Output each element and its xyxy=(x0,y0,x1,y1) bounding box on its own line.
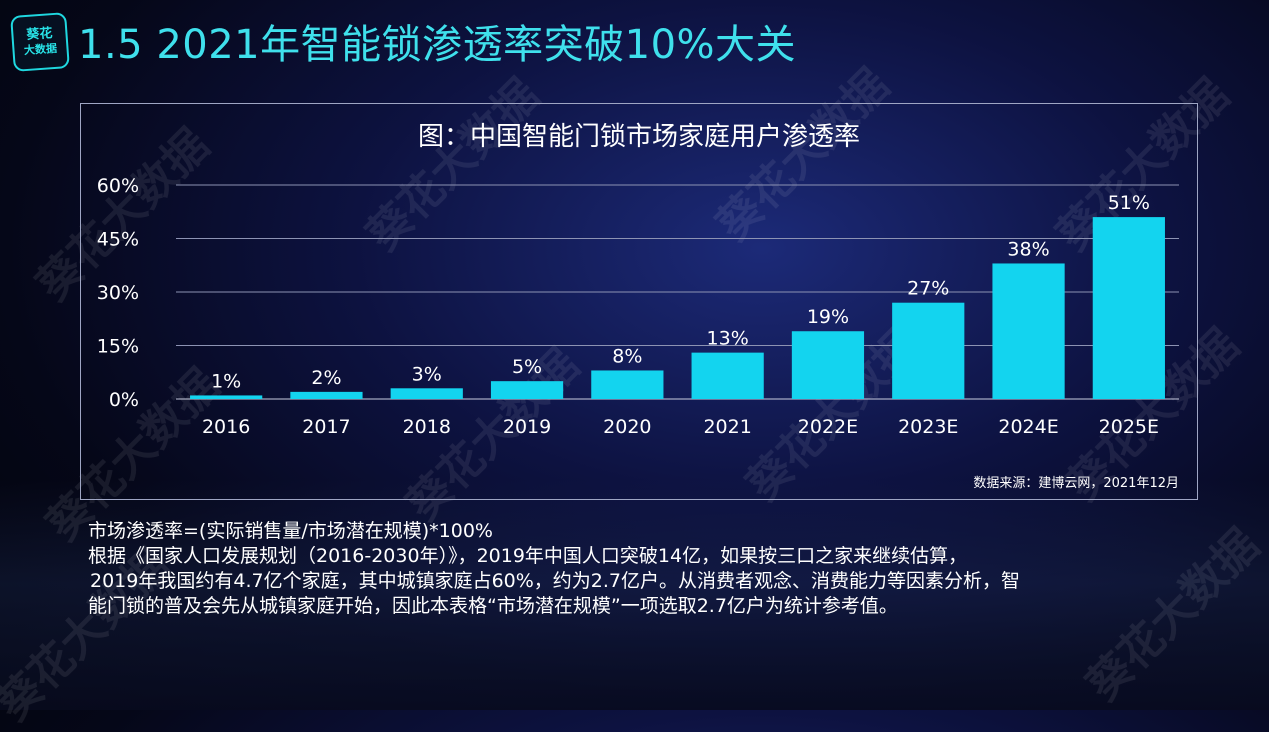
chart-panel: 图：中国智能门锁市场家庭用户渗透率 0% 15% 30% 45% 60% 1% 2016 2%… xyxy=(80,103,1198,500)
x-tick-label: 2025E xyxy=(1099,416,1159,438)
data-label: 51% xyxy=(1108,192,1150,214)
note-line-4: 能门锁的普及会先从城镇家庭开始，因此本表格“市场潜在规模”一项选取2.7亿户为统… xyxy=(88,595,898,617)
data-label: 38% xyxy=(1007,238,1049,260)
data-label: 5% xyxy=(512,356,542,378)
notes: 市场渗透率=(实际销售量/市场潜在规模)*100% 根据《国家人口发展规划（20… xyxy=(88,519,1188,619)
bar xyxy=(591,370,664,399)
note-line-1: 市场渗透率=(实际销售量/市场潜在规模)*100% xyxy=(88,520,493,542)
x-tick-label: 2023E xyxy=(898,416,958,438)
bar xyxy=(992,263,1065,399)
y-tick-label: 30% xyxy=(97,282,139,304)
logo-line-2: 大数据 xyxy=(23,41,58,58)
x-tick-label: 2022E xyxy=(798,416,858,438)
bar xyxy=(190,395,263,399)
chart-title: 图：中国智能门锁市场家庭用户渗透率 xyxy=(417,122,860,152)
note-line-2: 根据《国家人口发展规划（2016-2030年）》，2019年中国人口突破14亿，… xyxy=(88,545,968,567)
bar xyxy=(490,381,564,399)
background-wave xyxy=(0,480,1269,710)
bar xyxy=(791,331,865,399)
bar xyxy=(390,388,463,399)
bar xyxy=(691,352,764,399)
y-tick-label: 45% xyxy=(97,229,139,251)
data-label: 1% xyxy=(211,370,241,392)
slide-title: 1.5 2021年智能锁渗透率突破10%大关 xyxy=(78,22,797,68)
x-tick-label: 2021 xyxy=(703,416,751,438)
x-tick-label: 2016 xyxy=(202,416,250,438)
x-tick-label: 2019 xyxy=(503,416,551,438)
y-tick-label: 60% xyxy=(97,175,139,197)
y-tick-label: 0% xyxy=(109,389,139,411)
brand-logo: 葵花 大数据 xyxy=(10,12,70,72)
bar xyxy=(1092,217,1165,399)
bar xyxy=(892,302,965,399)
data-label: 2% xyxy=(311,367,341,389)
data-label: 13% xyxy=(707,328,749,350)
data-source: 数据来源：建博云网，2021年12月 xyxy=(973,476,1179,491)
data-label: 27% xyxy=(907,278,949,300)
bar-chart: 0% 15% 30% 45% 60% 1% 2016 2% 2017 3% 2018 5% 2019 8%… xyxy=(97,175,1179,438)
note-line-3: 2019年我国约有4.7亿个家庭，其中城镇家庭占60%，约为2.7亿户。从消费者… xyxy=(90,570,1021,592)
x-tick-label: 2017 xyxy=(302,416,350,438)
data-label: 8% xyxy=(612,345,642,367)
data-label: 3% xyxy=(412,363,442,385)
bar xyxy=(290,391,363,399)
x-tick-label: 2020 xyxy=(603,416,651,438)
x-tick-label: 2024E xyxy=(998,416,1058,438)
x-tick-label: 2018 xyxy=(403,416,451,438)
data-label: 19% xyxy=(807,306,849,328)
y-tick-label: 15% xyxy=(97,336,139,358)
